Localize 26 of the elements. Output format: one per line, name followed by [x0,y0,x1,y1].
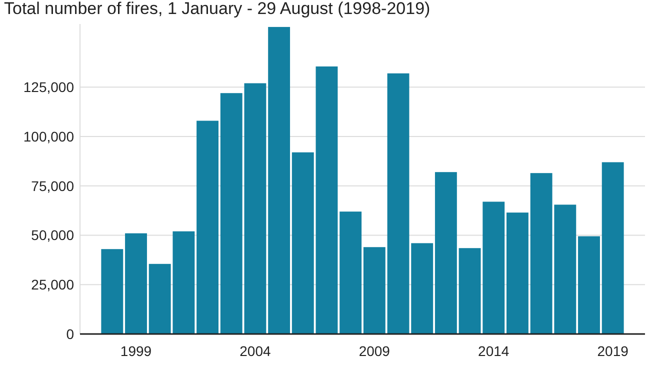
x-tick-label: 2004 [240,343,271,359]
x-tick-label: 2014 [478,343,510,359]
chart-title: Total number of fires, 1 January - 29 August (1998-2019) [4,0,430,18]
bar [602,162,624,334]
y-tick-label: 25,000 [31,276,74,293]
bar [387,73,410,334]
bar [125,233,147,334]
x-tick-label: 2009 [358,343,390,359]
y-tick-label: 125,000 [23,79,74,96]
y-tick-label: 50,000 [31,227,74,244]
bar [316,66,338,334]
bar [340,212,362,334]
bar [506,212,528,334]
y-tick-label: 100,000 [23,128,74,144]
bar [292,152,314,334]
bar [411,243,434,334]
x-tick-label: 1999 [120,343,152,359]
bar [578,236,600,334]
bar [268,26,290,334]
bar [101,249,124,334]
x-tick-label: 2019 [597,343,629,359]
bar [363,247,386,334]
bar [196,120,218,334]
y-tick-label: 75,000 [31,178,74,194]
y-tick-label: 0 [66,326,74,342]
bar [434,172,457,334]
